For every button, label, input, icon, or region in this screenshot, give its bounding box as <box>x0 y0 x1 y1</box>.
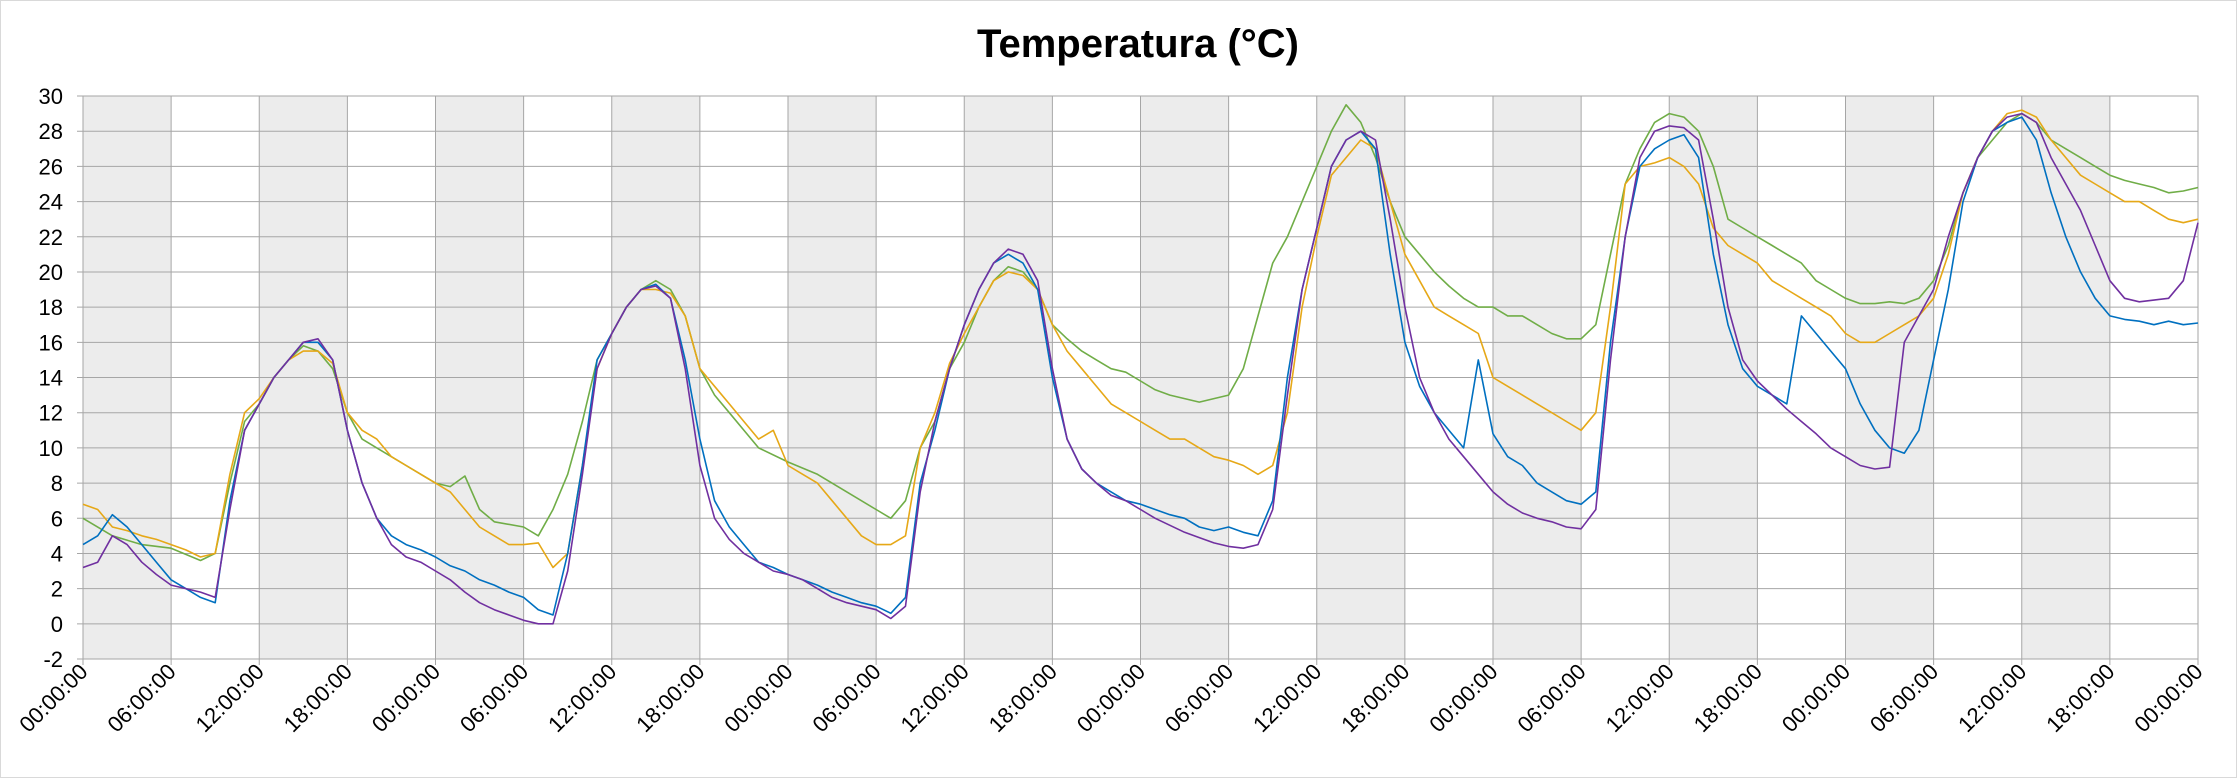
x-tick-label: 06:00:00 <box>455 659 533 737</box>
x-tick-label: 18:00:00 <box>631 659 709 737</box>
x-tick-label: 06:00:00 <box>1160 659 1238 737</box>
y-tick-label: 20 <box>39 260 63 285</box>
x-axis-tick-labels: 00:00:00 06:00:00 12:00:00 18:00:00 00:00:00… <box>14 659 2207 737</box>
y-tick-label: 6 <box>51 506 63 531</box>
series-line-2 <box>82 109 2199 569</box>
x-tick-label: 12:00:00 <box>1601 659 1679 737</box>
y-tick-label: 2 <box>51 577 63 602</box>
x-tick-label: 06:00:00 <box>1865 659 1943 737</box>
x-tick-label: 12:00:00 <box>543 659 621 737</box>
chart-title: Temperatura (°C) <box>977 22 1299 66</box>
x-tick-label: 18:00:00 <box>2041 659 2119 737</box>
y-tick-label: 22 <box>39 225 63 250</box>
y-tick-label: 28 <box>39 119 63 144</box>
y-tick-label: 14 <box>39 366 63 391</box>
y-tick-label: 0 <box>51 612 63 637</box>
y-tick-label: 16 <box>39 330 63 355</box>
series-line-1 <box>82 104 2199 562</box>
y-tick-label: 18 <box>39 295 63 320</box>
x-tick-label: 12:00:00 <box>1953 659 2031 737</box>
y-tick-label: 4 <box>51 541 63 566</box>
plot-area-border <box>82 95 2199 660</box>
x-tick-label: 12:00:00 <box>191 659 269 737</box>
x-tick-label: 18:00:00 <box>1689 659 1767 737</box>
x-tick-label: 00:00:00 <box>2129 659 2207 737</box>
x-tick-label: 18:00:00 <box>279 659 357 737</box>
y-tick-label: 26 <box>39 154 63 179</box>
series-line-4 <box>82 112 2199 625</box>
series-lines <box>82 104 2199 625</box>
y-tick-label: 24 <box>39 190 63 215</box>
y-tick-label: 10 <box>39 436 63 461</box>
x-tick-label: 06:00:00 <box>102 659 180 737</box>
x-tick-label: 12:00:00 <box>896 659 974 737</box>
y-tick-label: -2 <box>43 647 63 672</box>
series-line-3 <box>82 116 2199 616</box>
x-tick-label: 00:00:00 <box>1072 659 1150 737</box>
x-tick-label: 06:00:00 <box>807 659 885 737</box>
y-tick-label: 8 <box>51 471 63 496</box>
x-tick-label: 06:00:00 <box>1512 659 1590 737</box>
x-tick-label: 18:00:00 <box>1336 659 1414 737</box>
y-tick-label: 12 <box>39 401 63 426</box>
x-tick-label: 18:00:00 <box>984 659 1062 737</box>
x-tick-label: 00:00:00 <box>367 659 445 737</box>
x-tick-label: 00:00:00 <box>1777 659 1855 737</box>
y-tick-label: 30 <box>39 84 63 109</box>
x-tick-label: 12:00:00 <box>1248 659 1326 737</box>
x-tick-label: 00:00:00 <box>719 659 797 737</box>
x-tick-label: 00:00:00 <box>1424 659 1502 737</box>
